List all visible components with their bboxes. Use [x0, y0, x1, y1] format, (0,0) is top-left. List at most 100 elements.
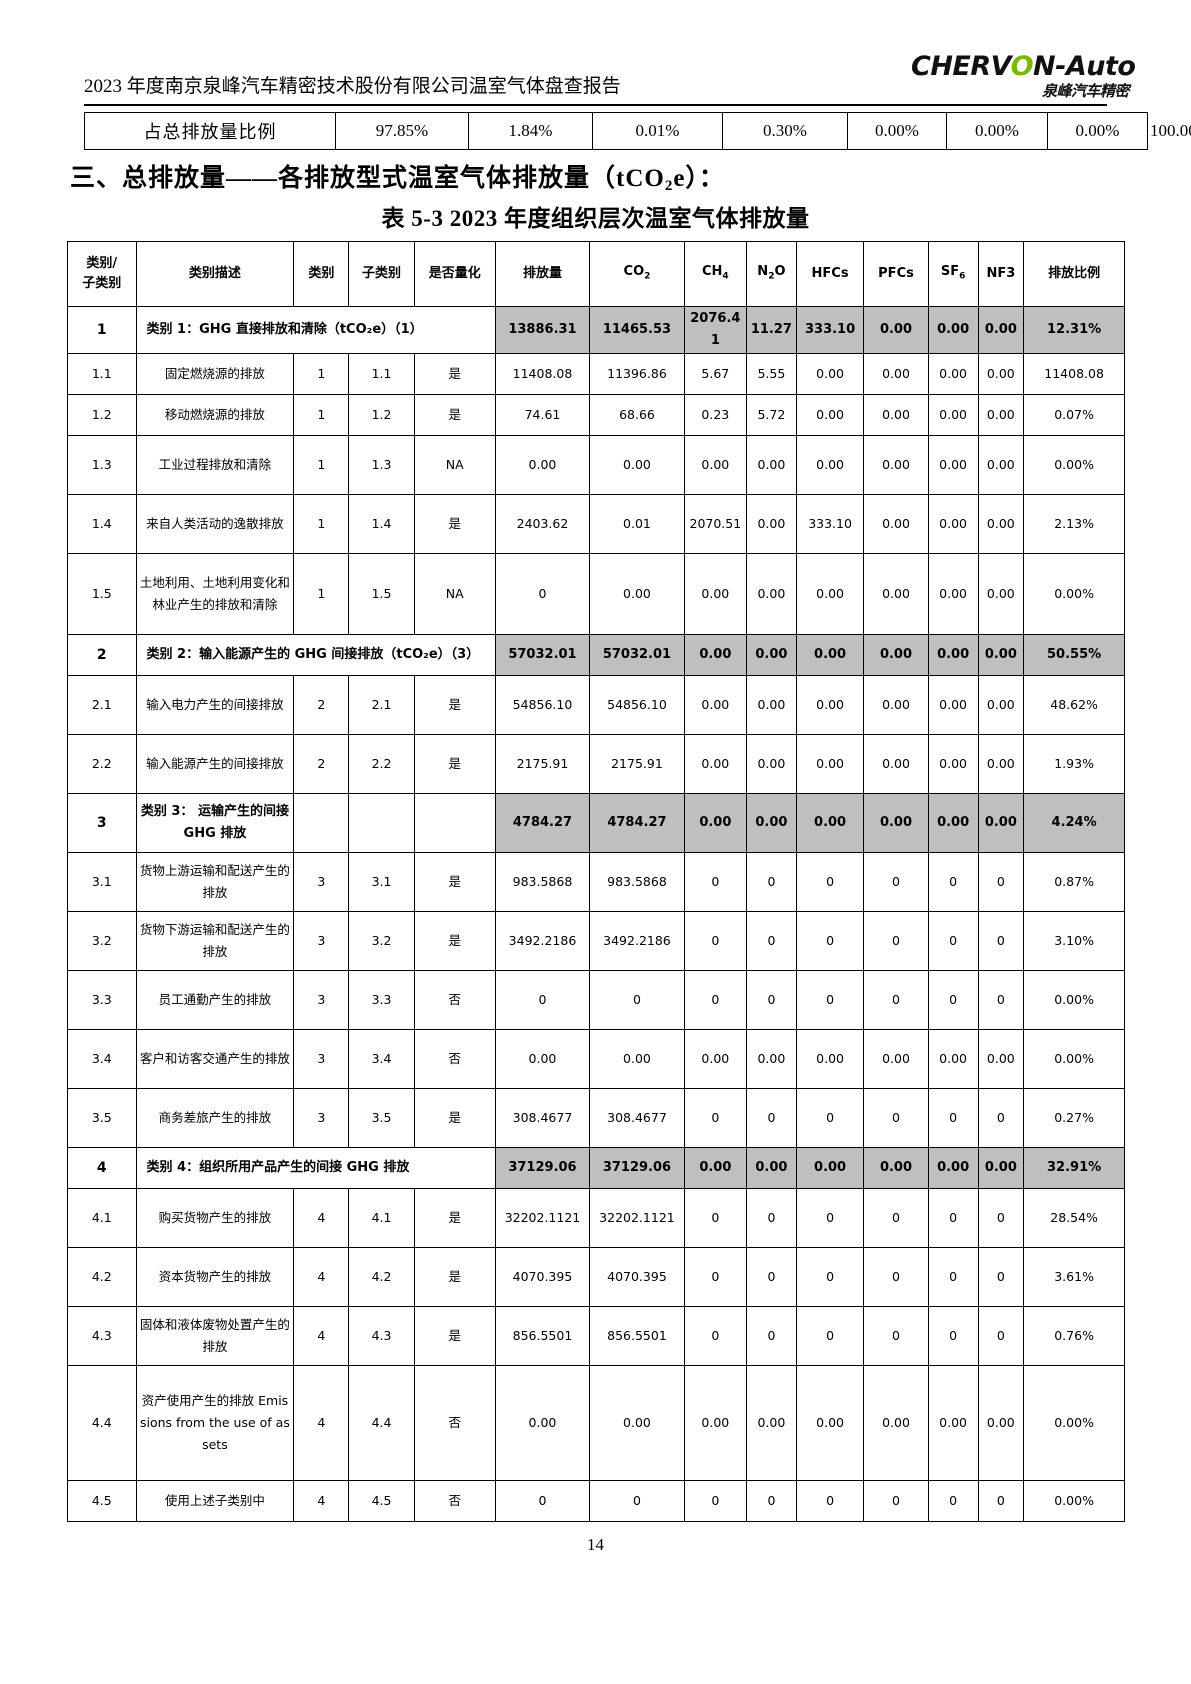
cell-category-id: 4 — [67, 1147, 137, 1189]
cell-category-id: 2 — [67, 634, 137, 676]
cell-nf3: 0.00 — [977, 306, 1025, 354]
cell-nf3: 0.00 — [977, 1147, 1025, 1189]
cell-subcategory: 4.1 — [348, 1188, 415, 1248]
cell-subcategory: 3.1 — [348, 852, 415, 912]
cell-emissions: 11408.08 — [494, 353, 591, 395]
cell-quantified — [413, 793, 496, 853]
cell-hfcs: 0.00 — [795, 675, 865, 735]
cell-hfcs: 0 — [795, 1188, 865, 1248]
cell-category: 1 — [293, 353, 350, 395]
cell-sf6: 0.00 — [927, 494, 979, 554]
cell-subcategory: 1.4 — [348, 494, 415, 554]
cell-hfcs: 0 — [795, 1247, 865, 1307]
cell-n2o: 0.00 — [746, 634, 797, 676]
cell-pfcs: 0.00 — [863, 394, 929, 436]
cell-hfcs: 333.10 — [795, 306, 865, 354]
cell-pfcs: 0.00 — [863, 634, 929, 676]
table-row: 4.4 资产使用产生的排放 Emissions from the use of a… — [67, 1365, 1125, 1481]
section-heading-suffix: e）： — [673, 165, 725, 192]
cell-nf3: 0 — [977, 1247, 1025, 1307]
cell-subcategory: 1.1 — [348, 353, 415, 395]
cell-nf3: 0 — [977, 1088, 1025, 1148]
cell-n2o: 0.00 — [746, 793, 797, 853]
cell-row-id: 2.1 — [67, 675, 137, 735]
cell-description: 资产使用产生的排放 Emissions from the use of asse… — [135, 1365, 295, 1481]
cell-quantified: 是 — [413, 675, 496, 735]
cell-quantified: 是 — [413, 911, 496, 971]
cell-sf6: 0.00 — [927, 1365, 979, 1481]
cell-n2o: 0 — [746, 1088, 797, 1148]
cell-category — [293, 793, 350, 853]
cell-nf3: 0 — [977, 1306, 1025, 1366]
logo-subtitle: 泉峰汽车精密 — [1041, 82, 1130, 100]
cell-pfcs: 0.00 — [863, 1147, 929, 1189]
cell-sf6: 0 — [927, 911, 979, 971]
cell-category-id: 3 — [67, 793, 137, 853]
cell-ratio: 11408.08 — [1023, 353, 1125, 395]
cell-ratio: 0.00% — [1023, 435, 1125, 495]
cell-co2: 4784.27 — [589, 793, 685, 853]
cell-category: 3 — [293, 1088, 350, 1148]
col-header-category-subcategory: 类别/ 子类别 — [67, 241, 137, 307]
cell-hfcs: 0 — [795, 1306, 865, 1366]
cell-co2: 0.00 — [589, 1029, 685, 1089]
cell-ch4: 0.00 — [683, 734, 748, 794]
col-header-line2: 子类别 — [82, 276, 122, 291]
cell-ch4: 2076.41 — [683, 306, 748, 354]
table-row: 1.3 工业过程排放和清除 1 1.3 NA 0.00 0.00 0.00 0.00 0.00 0.… — [67, 435, 1125, 495]
cell-hfcs: 0.00 — [795, 353, 865, 395]
cell-category: 3 — [293, 1029, 350, 1089]
cell-description: 固体和液体废物处置产生的排放 — [135, 1306, 295, 1366]
cell-hfcs: 0.00 — [795, 394, 865, 436]
cell-n2o: 0.00 — [746, 734, 797, 794]
cell-hfcs: 0.00 — [795, 1365, 865, 1481]
ratio-cell-4: 0.30% — [722, 112, 848, 150]
cell-sf6: 0 — [927, 852, 979, 912]
table-row: 3.2 货物下游运输和配送产生的排放 3 3.2 是 3492.2186 3492.2186… — [67, 911, 1125, 971]
cell-co2: 856.5501 — [589, 1306, 685, 1366]
cell-row-id: 1.1 — [67, 353, 137, 395]
cell-category: 4 — [293, 1247, 350, 1307]
cell-hfcs: 0 — [795, 911, 865, 971]
cell-subcategory — [348, 793, 415, 853]
n2o-text: N — [757, 263, 769, 279]
cell-description: 资本货物产生的排放 — [135, 1247, 295, 1307]
cell-co2: 2175.91 — [589, 734, 685, 794]
table-caption: 表 5-3 2023 年度组织层次温室气体排放量 — [381, 206, 810, 231]
cell-category: 1 — [293, 553, 350, 635]
cell-nf3: 0 — [977, 1480, 1025, 1522]
cell-sf6: 0.00 — [927, 734, 979, 794]
cell-quantified: 是 — [413, 1188, 496, 1248]
ratio-cell-5: 0.00% — [847, 112, 947, 150]
cell-quantified: NA — [413, 553, 496, 635]
cell-n2o: 11.27 — [746, 306, 797, 354]
cell-description: 货物上游运输和配送产生的排放 — [135, 852, 295, 912]
cell-ratio: 0.00% — [1023, 1029, 1125, 1089]
cell-hfcs: 0.00 — [795, 435, 865, 495]
cell-row-id: 2.2 — [67, 734, 137, 794]
cell-description: 移动燃烧源的排放 — [135, 394, 295, 436]
cell-sf6: 0.00 — [927, 634, 979, 676]
cell-ch4: 0.00 — [683, 793, 748, 853]
table-row: 占总排放量比例 97.85% 1.84% 0.01% 0.30% 0.00% 0… — [84, 112, 1191, 150]
cell-ratio: 0.87% — [1023, 852, 1125, 912]
running-header-title: 2023 年度南京泉峰汽车精密技术股份有限公司温室气体盘查报告 — [84, 76, 621, 97]
cell-sf6: 0 — [927, 1480, 979, 1522]
cell-pfcs: 0 — [863, 1247, 929, 1307]
cell-sf6: 0 — [927, 1088, 979, 1148]
cell-emissions: 2403.62 — [494, 494, 591, 554]
cell-hfcs: 0.00 — [795, 734, 865, 794]
cell-n2o: 0.00 — [746, 494, 797, 554]
cell-row-id: 4.4 — [67, 1365, 137, 1481]
cell-row-id: 3.5 — [67, 1088, 137, 1148]
table-row: 4.3 固体和液体废物处置产生的排放 4 4.3 是 856.5501 856.5501 0 0… — [67, 1306, 1125, 1366]
cell-category: 4 — [293, 1188, 350, 1248]
page-header: 2023 年度南京泉峰汽车精密技术股份有限公司温室气体盘查报告 CHERVON-… — [0, 0, 1191, 108]
cell-co2: 4070.395 — [589, 1247, 685, 1307]
cell-quantified: 是 — [413, 1247, 496, 1307]
cell-row-id: 1.2 — [67, 394, 137, 436]
col-header-nf3: NF3 — [977, 241, 1025, 307]
cell-ratio: 0.00% — [1023, 553, 1125, 635]
cell-ratio: 0.00% — [1023, 970, 1125, 1030]
cell-category: 1 — [293, 435, 350, 495]
